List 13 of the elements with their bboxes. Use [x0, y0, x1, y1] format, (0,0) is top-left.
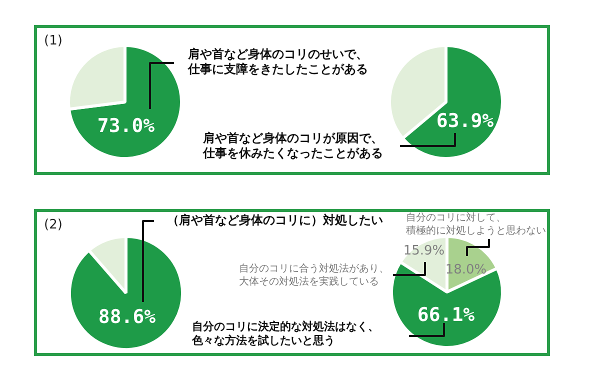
data-label: 66.1%	[417, 304, 476, 326]
chart-title: (1)	[44, 33, 62, 48]
slice-label: 自分のコリに決定的な対処法はなく、色々な方法を試したいと思う	[191, 320, 379, 347]
slice-label: 肩や首など身体のコリのせいで、仕事に支障をきたしたことがある	[187, 47, 368, 76]
data-label: 88.6%	[98, 306, 156, 328]
slice-label: 自分のコリに対して、積極的に対処しようと思わない	[406, 212, 546, 237]
data-label: 15.9%	[403, 243, 445, 258]
data-label: 63.9%	[436, 110, 494, 132]
chart-title: (2)	[44, 217, 62, 232]
data-label: 73.0%	[97, 114, 156, 137]
slice-label: （肩や首など身体のコリに）対処したい	[167, 213, 383, 228]
slice-label: 肩や首など身体のコリが原因で、仕事を休みたくなったことがある	[202, 131, 383, 160]
slice-label: 自分のコリに合う対処法があり、大体その対処法を実践している	[239, 262, 389, 288]
